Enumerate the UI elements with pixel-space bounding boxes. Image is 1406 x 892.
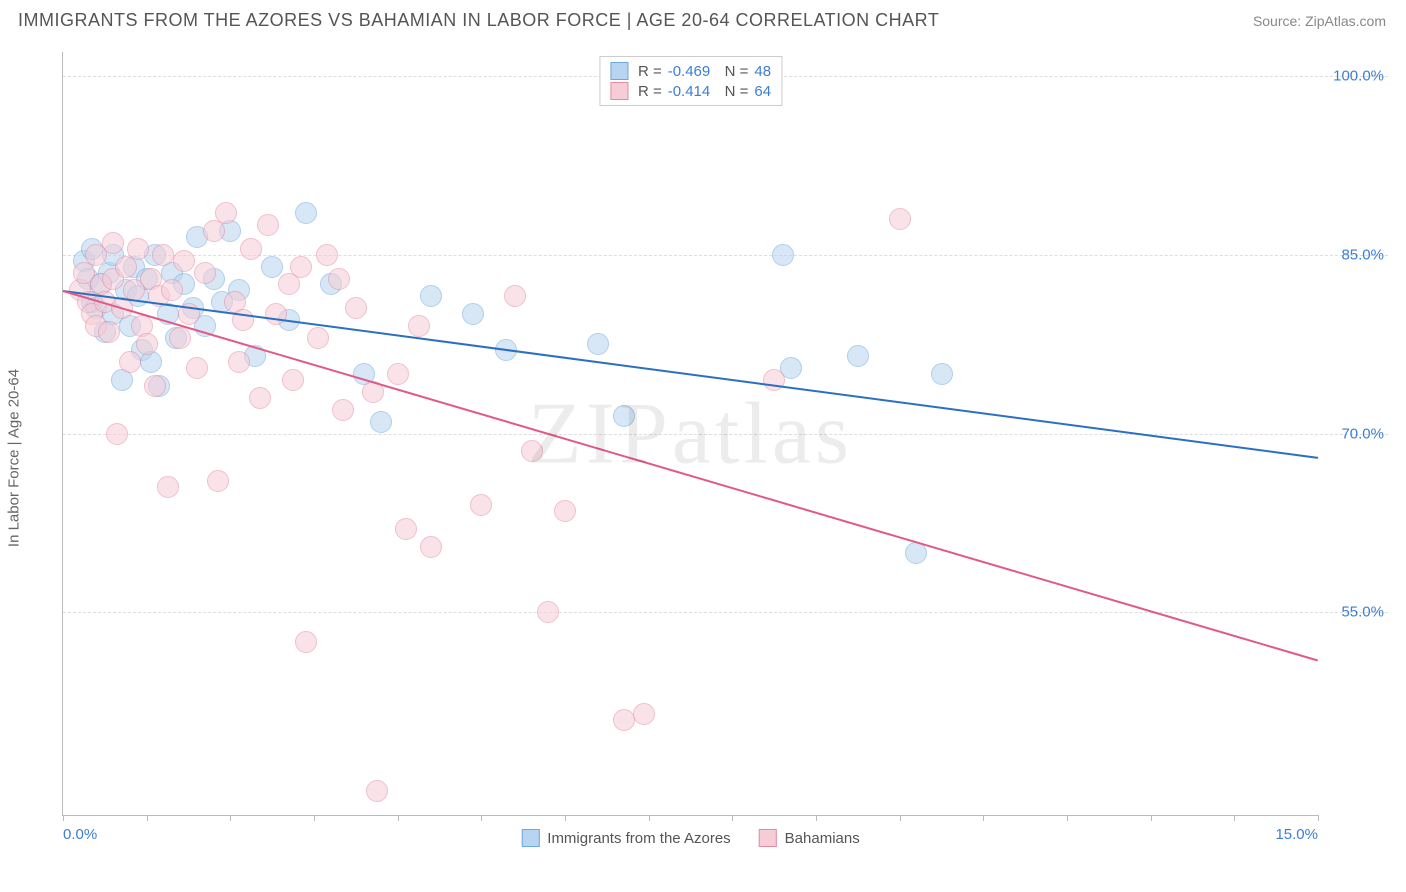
data-point xyxy=(370,411,392,433)
x-tick-label: 0.0% xyxy=(63,826,97,843)
x-tick xyxy=(481,815,482,821)
data-point xyxy=(366,780,388,802)
trend-line xyxy=(63,290,1319,661)
x-tick xyxy=(1318,815,1319,821)
data-point xyxy=(240,238,262,260)
data-point xyxy=(290,256,312,278)
data-point xyxy=(387,363,409,385)
source-attribution: Source: ZipAtlas.com xyxy=(1253,13,1386,29)
x-tick xyxy=(983,815,984,821)
data-point xyxy=(470,494,492,516)
x-tick-label: 15.0% xyxy=(1275,826,1318,843)
data-point xyxy=(847,345,869,367)
data-point xyxy=(157,476,179,498)
data-point xyxy=(554,500,576,522)
data-point xyxy=(207,470,229,492)
data-point xyxy=(169,327,191,349)
data-point xyxy=(186,357,208,379)
data-point xyxy=(420,285,442,307)
data-point xyxy=(173,250,195,272)
legend-swatch xyxy=(610,82,628,100)
y-axis-label: In Labor Force | Age 20-64 xyxy=(6,369,23,547)
y-tick-label: 100.0% xyxy=(1333,67,1384,84)
data-point xyxy=(144,375,166,397)
y-tick-label: 55.0% xyxy=(1341,604,1384,621)
correlation-row: R = -0.469 N = 48 xyxy=(610,61,771,81)
data-point xyxy=(295,631,317,653)
data-point xyxy=(215,202,237,224)
correlation-text: R = -0.469 N = 48 xyxy=(638,63,771,80)
x-tick xyxy=(63,815,64,821)
data-point xyxy=(613,709,635,731)
x-tick xyxy=(314,815,315,821)
x-tick xyxy=(1067,815,1068,821)
data-point xyxy=(307,327,329,349)
data-point xyxy=(257,214,279,236)
correlation-legend: R = -0.469 N = 48 R = -0.414 N = 64 xyxy=(599,56,782,106)
chart-container: In Labor Force | Age 20-64 ZIPatlas R = … xyxy=(18,42,1388,874)
data-point xyxy=(136,333,158,355)
data-point xyxy=(98,321,120,343)
legend-label: Bahamians xyxy=(785,830,860,847)
data-point xyxy=(420,536,442,558)
data-point xyxy=(194,262,216,284)
data-point xyxy=(127,238,149,260)
data-point xyxy=(261,256,283,278)
data-point xyxy=(316,244,338,266)
legend-item: Immigrants from the Azores xyxy=(521,829,730,847)
data-point xyxy=(228,351,250,373)
x-tick xyxy=(649,815,650,821)
data-point xyxy=(265,303,287,325)
data-point xyxy=(282,369,304,391)
data-point xyxy=(587,333,609,355)
data-point xyxy=(931,363,953,385)
series-legend: Immigrants from the Azores Bahamians xyxy=(521,829,859,847)
gridline xyxy=(63,612,1388,613)
plot-area: ZIPatlas R = -0.469 N = 48R = -0.414 N =… xyxy=(62,52,1318,816)
data-point xyxy=(395,518,417,540)
data-point xyxy=(161,279,183,301)
data-point xyxy=(462,303,484,325)
data-point xyxy=(295,202,317,224)
x-tick xyxy=(230,815,231,821)
data-point xyxy=(328,268,350,290)
data-point xyxy=(152,244,174,266)
y-tick-label: 85.0% xyxy=(1341,246,1384,263)
data-point xyxy=(119,351,141,373)
legend-item: Bahamians xyxy=(759,829,860,847)
data-point xyxy=(521,440,543,462)
legend-label: Immigrants from the Azores xyxy=(547,830,730,847)
x-tick xyxy=(900,815,901,821)
x-tick xyxy=(816,815,817,821)
x-tick xyxy=(565,815,566,821)
data-point xyxy=(106,423,128,445)
data-point xyxy=(504,285,526,307)
data-point xyxy=(345,297,367,319)
data-point xyxy=(332,399,354,421)
x-tick xyxy=(732,815,733,821)
data-point xyxy=(408,315,430,337)
gridline xyxy=(63,434,1388,435)
x-tick xyxy=(1234,815,1235,821)
gridline xyxy=(63,255,1388,256)
data-point xyxy=(889,208,911,230)
legend-swatch xyxy=(521,829,539,847)
legend-swatch xyxy=(610,62,628,80)
data-point xyxy=(772,244,794,266)
data-point xyxy=(537,601,559,623)
data-point xyxy=(613,405,635,427)
data-point xyxy=(102,232,124,254)
x-tick xyxy=(398,815,399,821)
data-point xyxy=(249,387,271,409)
correlation-row: R = -0.414 N = 64 xyxy=(610,81,771,101)
legend-swatch xyxy=(759,829,777,847)
y-tick-label: 70.0% xyxy=(1341,425,1384,442)
x-tick xyxy=(147,815,148,821)
data-point xyxy=(633,703,655,725)
correlation-text: R = -0.414 N = 64 xyxy=(638,83,771,100)
chart-title: IMMIGRANTS FROM THE AZORES VS BAHAMIAN I… xyxy=(18,10,939,31)
x-tick xyxy=(1151,815,1152,821)
